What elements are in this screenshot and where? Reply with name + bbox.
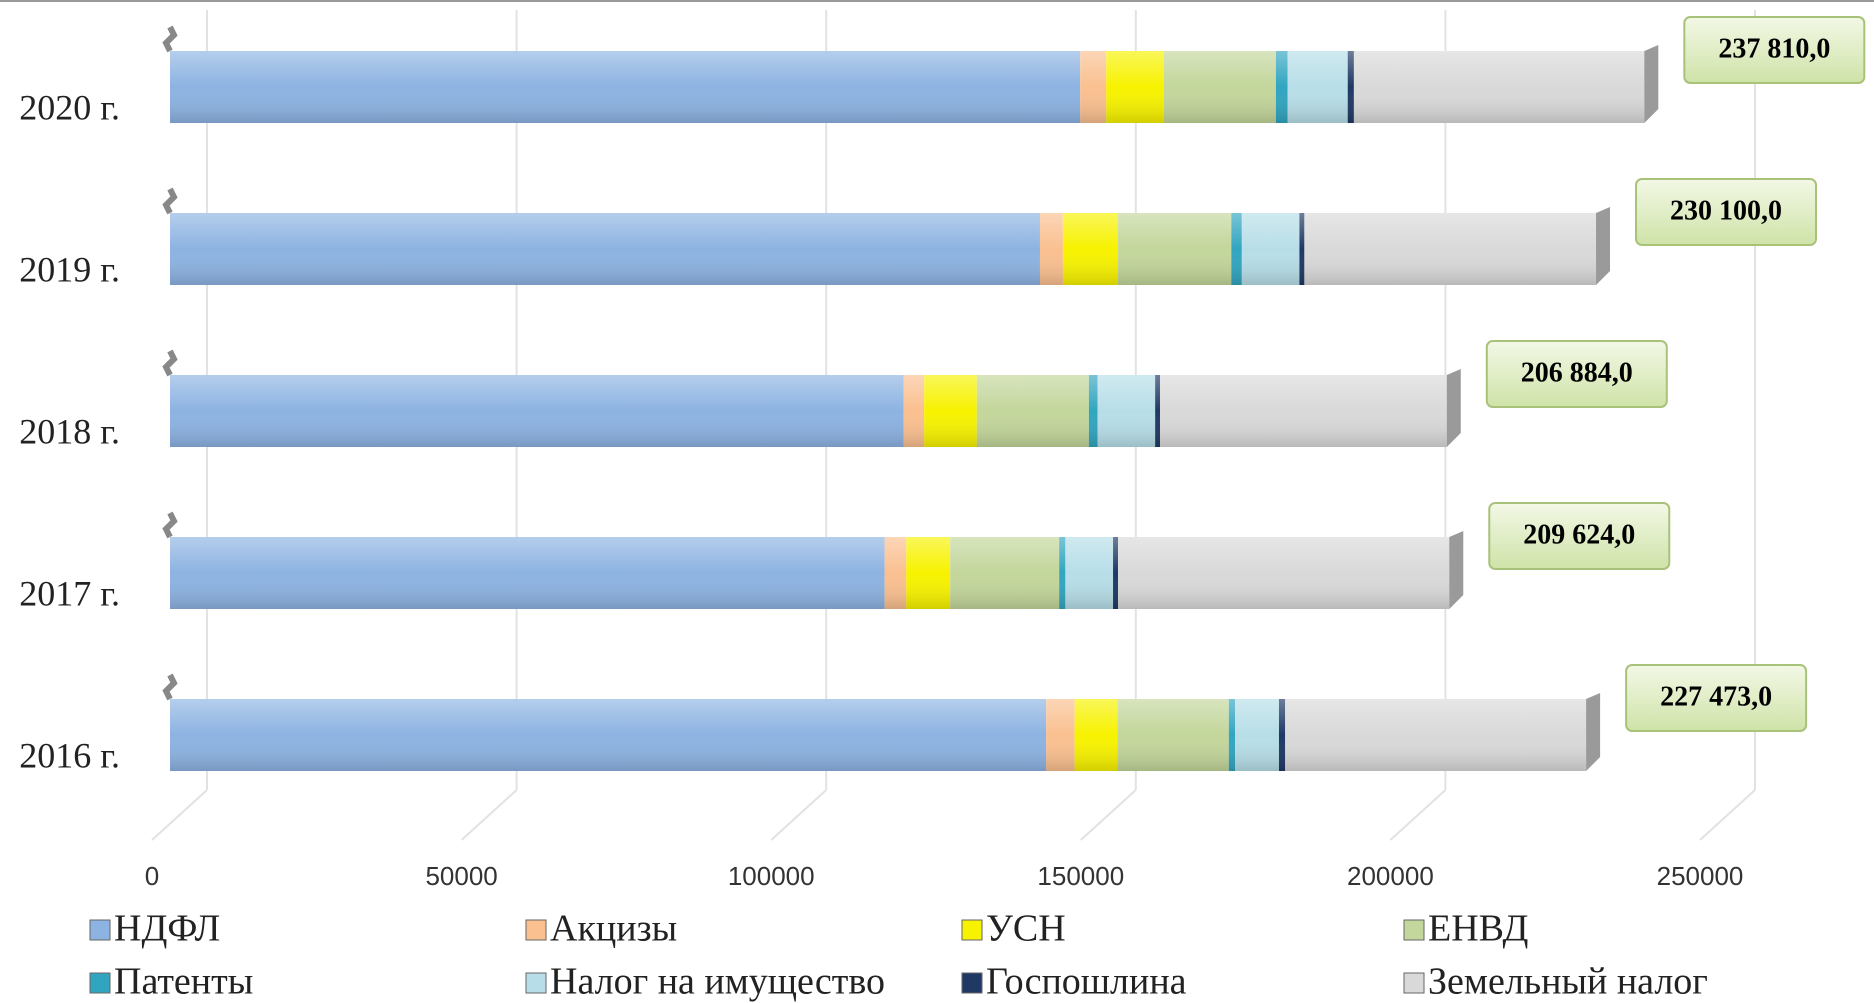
- legend-label: Госпошлина: [986, 961, 1187, 1003]
- total-label: 209 624,0: [1523, 519, 1635, 550]
- total-label: 227 473,0: [1660, 681, 1772, 712]
- grid-floor: [770, 789, 827, 841]
- legend-swatch: [89, 972, 111, 994]
- bar-back-edge: [162, 25, 178, 53]
- y-tick-label: 2017 г.: [19, 573, 120, 613]
- bar-back-edge: [162, 349, 178, 377]
- total-box: [1625, 664, 1808, 732]
- bar-sheen: [170, 51, 1645, 123]
- bar-cap: [1446, 369, 1461, 447]
- bar-sheen: [170, 375, 1447, 447]
- legend-label: УСН: [986, 908, 1066, 950]
- bar-sheen: [170, 537, 1450, 609]
- bar-cap: [1586, 693, 1601, 771]
- x-tick-label: 0: [145, 861, 159, 891]
- y-tick-label: 2016 г.: [19, 735, 120, 775]
- grid-floor: [1080, 789, 1137, 841]
- total-label: 237 810,0: [1718, 33, 1830, 64]
- bar-back-edge: [162, 511, 178, 539]
- grid-floor: [151, 789, 208, 841]
- legend-swatch: [961, 919, 983, 941]
- legend-swatch: [1403, 972, 1425, 994]
- legend-swatch: [89, 919, 111, 941]
- bar-sheen: [170, 699, 1587, 771]
- bar-cap: [1449, 531, 1464, 609]
- x-tick-label: 50000: [425, 861, 497, 891]
- legend-swatch: [961, 972, 983, 994]
- legend-label: НДФЛ: [114, 908, 220, 950]
- legend-swatch: [525, 919, 547, 941]
- total-box: [1485, 340, 1668, 408]
- grid-floor: [460, 789, 518, 841]
- bar-cap: [1644, 45, 1659, 123]
- total-box: [1488, 502, 1671, 570]
- legend-label: Земельный налог: [1428, 961, 1708, 1003]
- legend-swatch: [1403, 919, 1425, 941]
- legend-label: Налог на имущество: [550, 961, 885, 1003]
- legend-label: ЕНВД: [1428, 908, 1528, 950]
- y-tick-label: 2019 г.: [19, 249, 120, 289]
- legend-label: Патенты: [114, 961, 253, 1003]
- x-tick-label: 100000: [728, 861, 815, 891]
- grid-floor: [1389, 789, 1447, 841]
- x-tick-label: 150000: [1037, 861, 1124, 891]
- y-tick-label: 2020 г.: [19, 87, 120, 127]
- bar-cap: [1596, 207, 1611, 285]
- total-box: [1635, 178, 1818, 246]
- grid-floor: [1699, 789, 1756, 841]
- bar-back-edge: [162, 673, 178, 701]
- x-tick-label: 200000: [1347, 861, 1434, 891]
- x-tick-label: 250000: [1657, 861, 1744, 891]
- bar-back-edge: [162, 187, 178, 215]
- y-tick-label: 2018 г.: [19, 411, 120, 451]
- total-label: 206 884,0: [1521, 357, 1633, 388]
- legend-swatch: [525, 972, 547, 994]
- total-label: 230 100,0: [1670, 195, 1782, 226]
- legend-label: Акцизы: [550, 908, 677, 950]
- total-box: [1683, 16, 1866, 84]
- bar-sheen: [170, 213, 1597, 285]
